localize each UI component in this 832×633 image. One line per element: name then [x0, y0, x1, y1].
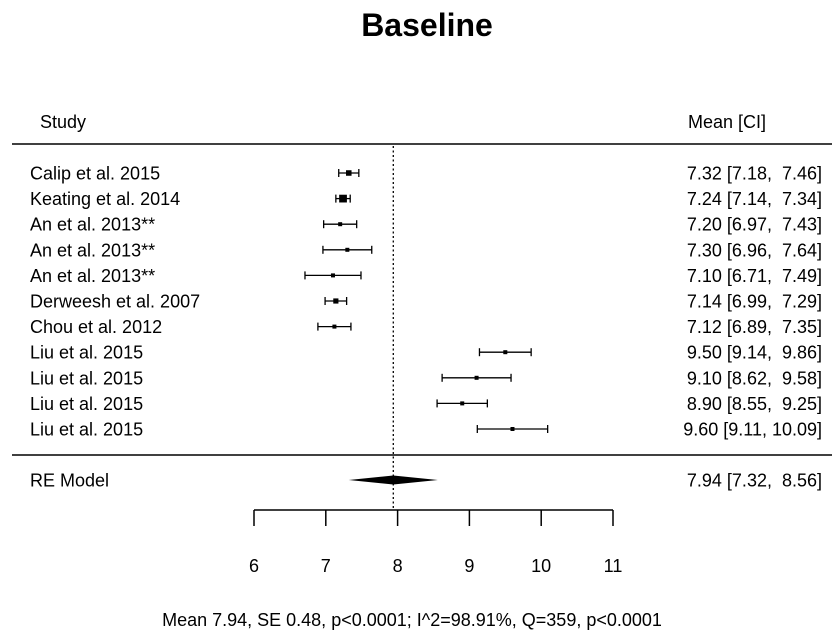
study-row: Liu et al. 2015 8.90 [8.55, 9.25]: [30, 394, 822, 414]
study-row: An et al. 2013** 7.20 [6.97, 7.43]: [30, 215, 822, 235]
study-row: Keating et al. 2014 7.24 [7.14, 7.34]: [30, 189, 822, 209]
point-estimate: [345, 247, 350, 252]
footer-statistics: Mean 7.94, SE 0.48, p<0.0001; I^2=98.91%…: [162, 610, 662, 630]
ci-text: 9.60 [9.11, 10.09]: [683, 420, 822, 440]
study-label: Chou et al. 2012: [30, 317, 162, 337]
point-estimate: [510, 427, 515, 431]
study-label: An et al. 2013**: [30, 240, 155, 260]
chart-title: Baseline: [361, 7, 493, 43]
study-label: Liu et al. 2015: [30, 420, 143, 440]
ci-text: 7.14 [6.99, 7.29]: [687, 292, 822, 312]
x-tick-label: 9: [464, 556, 474, 576]
x-axis: 6 7 8 9 10 11: [249, 509, 623, 576]
point-estimate: [333, 298, 339, 304]
point-estimate: [460, 401, 465, 406]
summary-ci-text: 7.94 [7.32, 8.56]: [687, 471, 822, 491]
ci-text: 8.90 [8.55, 9.25]: [687, 394, 822, 414]
x-tick-label: 11: [604, 556, 623, 576]
point-estimate: [503, 350, 508, 355]
point-estimate: [346, 170, 352, 176]
point-estimate: [474, 375, 479, 380]
point-estimate: [338, 222, 343, 227]
study-label: Derweesh et al. 2007: [30, 292, 200, 312]
summary-label: RE Model: [30, 471, 109, 491]
study-row: An et al. 2013** 7.30 [6.96, 7.64]: [30, 240, 822, 260]
ci-text: 7.10 [6.71, 7.49]: [687, 266, 822, 286]
study-rows: Calip et al. 2015 7.32 [7.18, 7.46] Keatin…: [30, 164, 822, 440]
x-tick-label: 8: [393, 556, 403, 576]
study-row: Liu et al. 2015 9.10 [8.62, 9.58]: [30, 368, 822, 388]
x-tick-label: 10: [531, 556, 551, 576]
point-estimate: [332, 324, 337, 329]
ci-text: 7.30 [6.96, 7.64]: [687, 240, 822, 260]
ci-text: 7.32 [7.18, 7.46]: [687, 164, 822, 184]
study-label: Keating et al. 2014: [30, 189, 180, 209]
point-estimate: [339, 194, 347, 203]
study-row: An et al. 2013** 7.10 [6.71, 7.49]: [30, 266, 822, 286]
study-row: Derweesh et al. 2007 7.14 [6.99, 7.29]: [30, 292, 822, 312]
study-row: Liu et al. 2015 9.60 [9.11, 10.09]: [30, 420, 822, 440]
study-label: An et al. 2013**: [30, 215, 155, 235]
study-label: An et al. 2013**: [30, 266, 155, 286]
x-tick-label: 7: [321, 556, 331, 576]
study-row: Chou et al. 2012 7.12 [6.89, 7.35]: [30, 317, 822, 337]
point-estimate: [330, 273, 335, 278]
ci-text: 7.12 [6.89, 7.35]: [687, 317, 822, 337]
study-column-header: Study: [40, 112, 86, 132]
study-row: Liu et al. 2015 9.50 [9.14, 9.86]: [30, 343, 822, 363]
study-label: Calip et al. 2015: [30, 164, 160, 184]
x-tick-label: 6: [249, 556, 259, 576]
study-row: Calip et al. 2015 7.32 [7.18, 7.46]: [30, 164, 822, 184]
ci-text: 7.24 [7.14, 7.34]: [687, 189, 822, 209]
estimate-column-header: Mean [CI]: [688, 112, 766, 132]
summary-diamond: [348, 475, 438, 485]
study-label: Liu et al. 2015: [30, 394, 143, 414]
summary-row: RE Model 7.94 [7.32, 8.56]: [30, 471, 822, 491]
ci-text: 7.20 [6.97, 7.43]: [687, 215, 822, 235]
ci-text: 9.10 [8.62, 9.58]: [687, 368, 822, 388]
study-label: Liu et al. 2015: [30, 343, 143, 363]
ci-text: 9.50 [9.14, 9.86]: [687, 343, 822, 363]
study-label: Liu et al. 2015: [30, 368, 143, 388]
